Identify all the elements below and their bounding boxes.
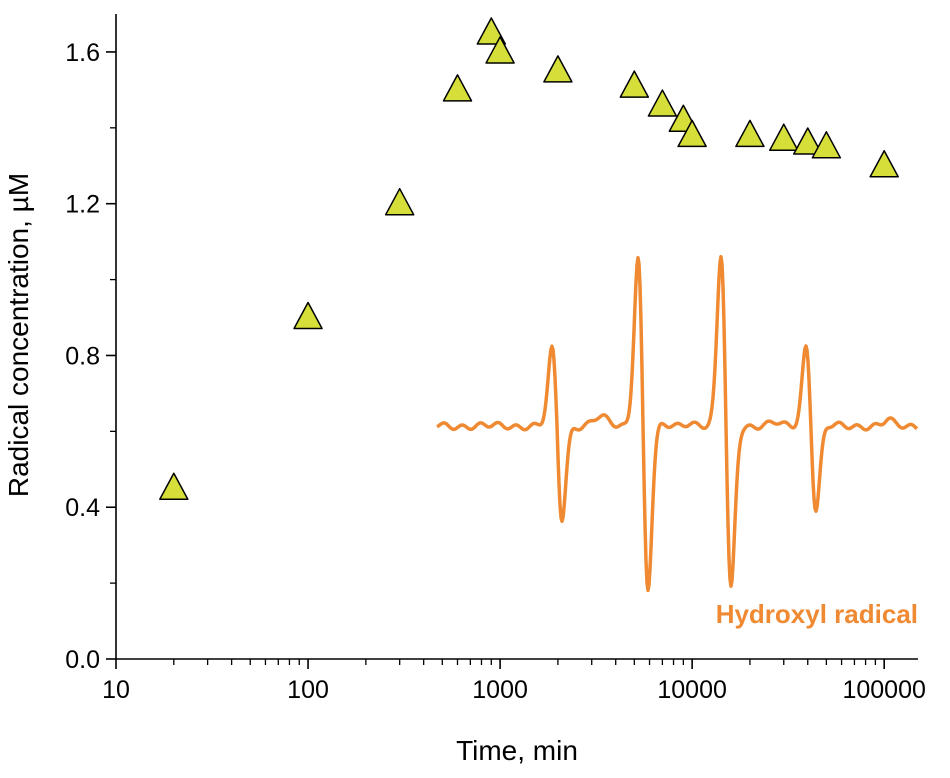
data-point bbox=[811, 131, 842, 159]
epr-inset: Hydroxyl radical bbox=[436, 254, 919, 629]
data-point bbox=[869, 150, 899, 178]
x-tick-label: 10 bbox=[102, 676, 130, 704]
x-tick-label: 100 bbox=[287, 676, 329, 704]
data-point bbox=[543, 55, 573, 83]
y-tick-label: 0.8 bbox=[65, 342, 100, 370]
data-point bbox=[159, 472, 189, 501]
y-tick-label: 0.0 bbox=[65, 646, 100, 674]
x-tick-label: 100000 bbox=[842, 676, 925, 704]
epr-spectrum-line bbox=[436, 254, 919, 593]
y-tick-label: 1.2 bbox=[65, 191, 100, 219]
data-point bbox=[384, 187, 415, 216]
y-tick-label: 0.4 bbox=[65, 494, 100, 522]
data-point bbox=[793, 127, 823, 155]
data-point bbox=[485, 36, 515, 64]
inset-label: Hydroxyl radical bbox=[716, 599, 918, 629]
data-point bbox=[476, 17, 507, 45]
y-tick-label: 1.6 bbox=[65, 39, 100, 67]
y-axis-title: Radical concentration, µM bbox=[3, 173, 34, 497]
data-point bbox=[442, 74, 473, 102]
x-axis-title: Time, min bbox=[456, 735, 578, 766]
x-tick-label: 1000 bbox=[472, 676, 528, 704]
data-point bbox=[647, 89, 678, 117]
axes: 10 100 1000 10000 100000 0.0 0.4 0.8 1.2 1.6 bbox=[65, 14, 926, 704]
data-point bbox=[293, 301, 323, 330]
data-points bbox=[159, 17, 899, 501]
data-point bbox=[677, 119, 707, 148]
x-tick-label: 10000 bbox=[657, 676, 727, 704]
data-point bbox=[735, 119, 765, 148]
data-point bbox=[619, 70, 650, 98]
data-point bbox=[769, 123, 799, 151]
